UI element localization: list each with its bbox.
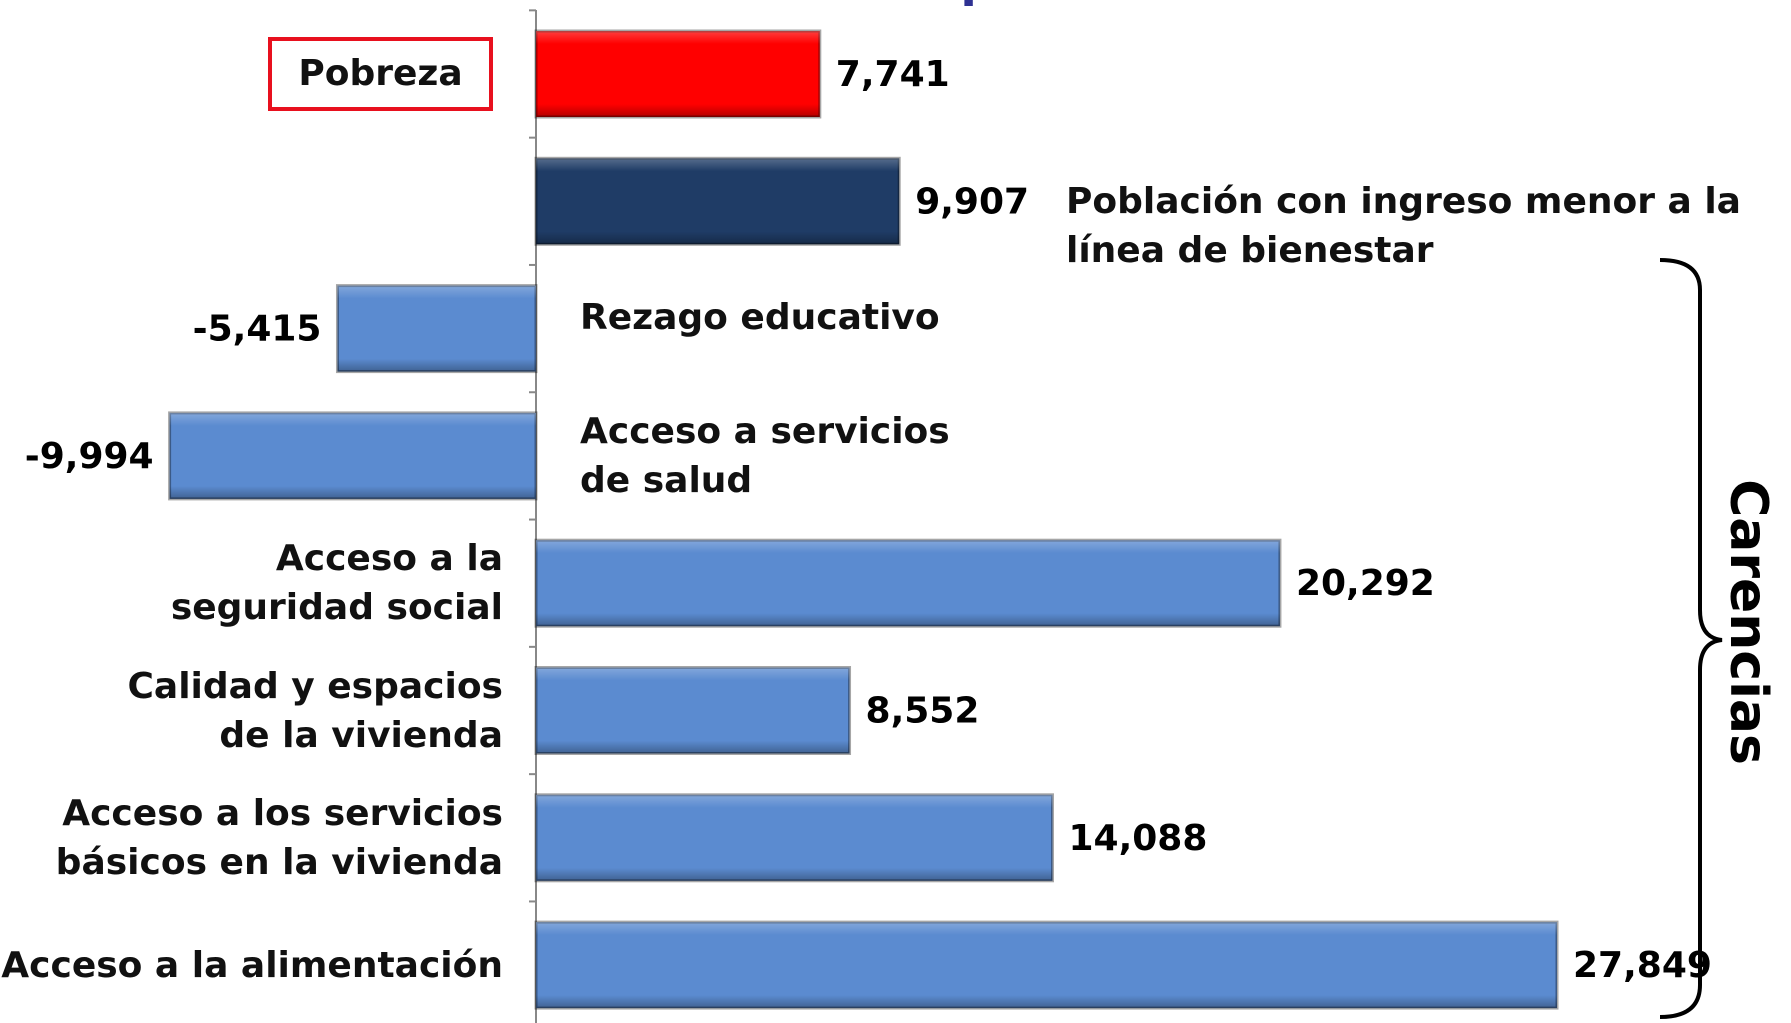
highlight-box: [268, 37, 493, 111]
value-label: -9,994: [25, 436, 154, 477]
brace: [1659, 258, 1723, 1019]
bar-sheen: [536, 794, 1053, 881]
category-label: Pobreza: [298, 53, 463, 94]
category-label: Población con ingreso menor a la línea d…: [1066, 181, 1741, 272]
value-label: 8,552: [866, 691, 980, 732]
chart-title: Miles de personas: [718, 0, 1207, 8]
category-label: Acceso a la alimentación: [1, 944, 503, 986]
value-label: 27,849: [1573, 945, 1712, 986]
bar-sheen: [536, 158, 900, 245]
value-label: 9,907: [915, 181, 1029, 222]
bar-sheen: [536, 667, 850, 754]
category-label: Acceso a la seguridad social: [170, 538, 503, 629]
value-label: -5,415: [193, 309, 322, 350]
annotation: Carencias: [1718, 479, 1778, 765]
bar-sheen: [536, 31, 820, 117]
bar-sheen: [169, 412, 537, 499]
bar-sheen: [337, 285, 536, 372]
bar-sheen: [536, 922, 1557, 1009]
value-label: 14,088: [1068, 818, 1207, 859]
category-label: Acceso a servicios de salud: [580, 410, 950, 501]
bar-sheen: [536, 540, 1280, 627]
category-label: Calidad y espacios de la vivienda: [127, 665, 503, 756]
value-label: 7,741: [836, 54, 950, 95]
category-label: Rezago educativo: [580, 296, 940, 338]
category-label: Acceso a los servicios básicos en la viv…: [55, 792, 503, 883]
value-label: 20,292: [1296, 563, 1435, 604]
